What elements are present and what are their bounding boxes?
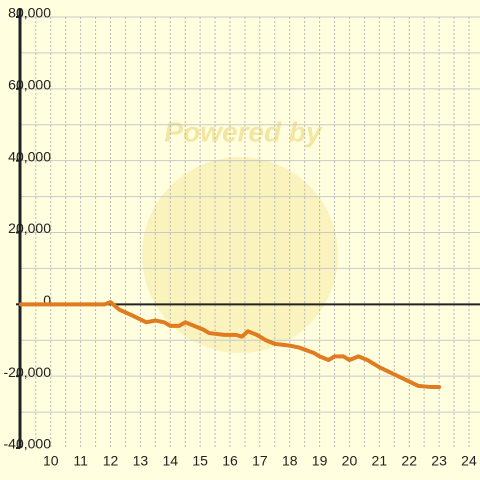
x-tick-label: 17: [252, 453, 268, 469]
watermark-logo: [142, 157, 338, 353]
x-tick-label: 16: [222, 453, 238, 469]
y-tick-label: 40,000: [8, 148, 51, 164]
y-tick-label: 0: [43, 292, 51, 308]
x-tick-label: 15: [192, 453, 208, 469]
watermark: Powered by: [164, 116, 323, 147]
x-tick-label: 14: [162, 453, 178, 469]
x-tick-label: 18: [282, 453, 298, 469]
x-tick-label: 11: [73, 453, 88, 469]
x-tick-label: 21: [372, 453, 388, 469]
x-tick-label: 10: [43, 453, 59, 469]
x-tick-label: 12: [103, 453, 119, 469]
y-tick-label: 60,000: [8, 77, 51, 93]
x-tick-label: 20: [342, 453, 358, 469]
y-tick-label: -40,000: [4, 436, 52, 452]
line: [18, 300, 442, 389]
y-tick-label: 20,000: [8, 220, 51, 236]
y-tick-label: 80,000: [8, 5, 51, 21]
y-tick-label: -20,000: [4, 364, 52, 380]
x-tick-label: 24: [461, 453, 477, 469]
x-tick-label: 22: [401, 453, 417, 469]
x-tick-label: 13: [133, 453, 149, 469]
x-tick-label: 19: [312, 453, 328, 469]
x-tick-label: 23: [431, 453, 447, 469]
